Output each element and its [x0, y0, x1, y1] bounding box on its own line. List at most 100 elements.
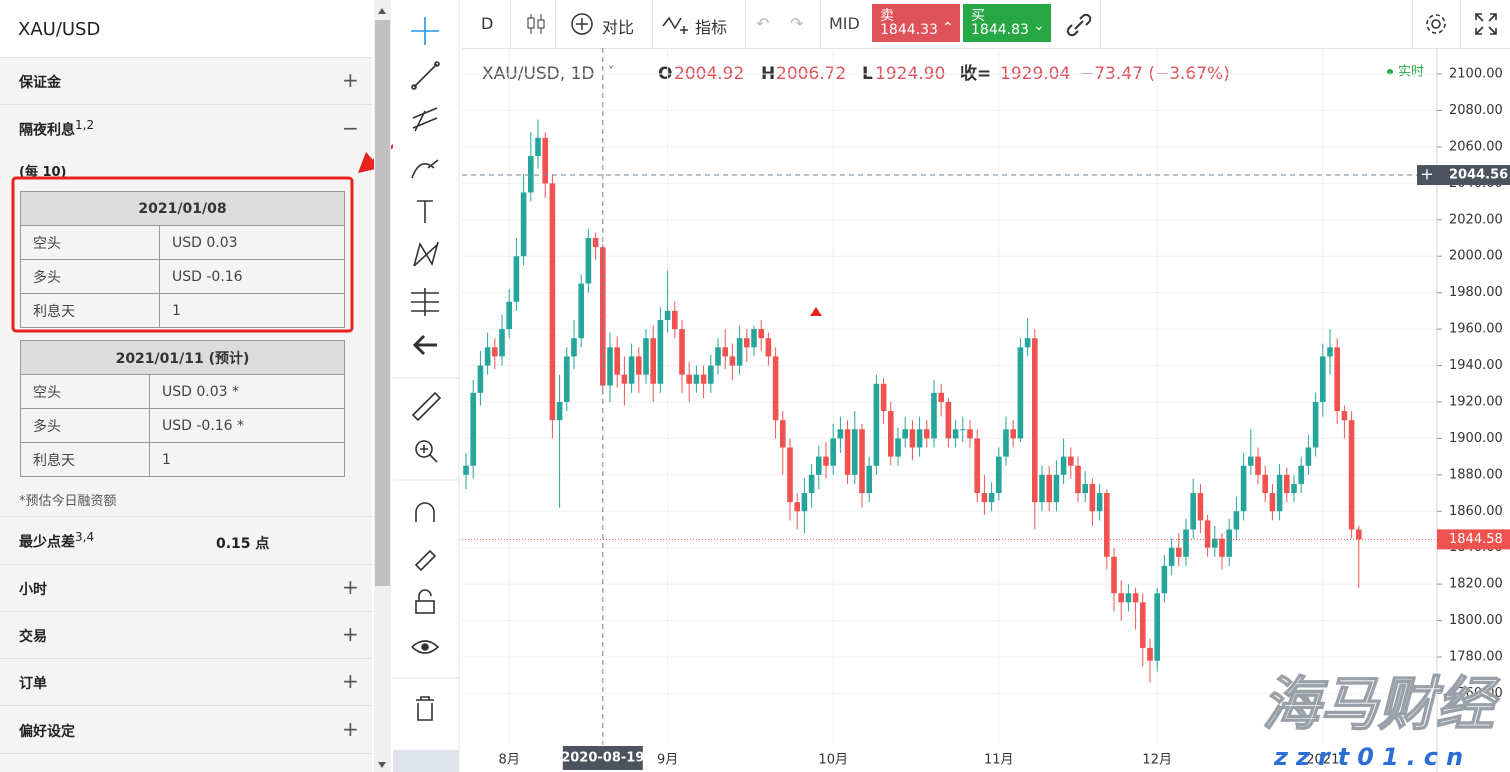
candle-body	[1039, 474, 1045, 503]
sell-button[interactable]: 卖 1844.33 ⌃	[872, 4, 960, 42]
candle-body	[988, 493, 995, 503]
candle-body	[686, 374, 692, 384]
label: 隔夜利息	[19, 122, 75, 139]
x-tick-label: 9月	[657, 753, 678, 768]
candle-body	[1125, 593, 1132, 603]
decor	[11, 0, 460, 772]
instrument-panel: XAU/USD 保证金 + 隔夜利息1,2 − (每 10) 2021/01/08…	[0, 0, 372, 772]
section[interactable]: 交易 +	[0, 611, 372, 659]
spread-label: 最少点差3,4	[19, 530, 94, 552]
candle-body	[1183, 529, 1189, 557]
candle-body	[945, 401, 952, 439]
section[interactable]: 偏好设定 +	[0, 706, 372, 754]
candle-body	[1024, 338, 1031, 348]
candle-body	[1219, 538, 1225, 557]
candle-body	[758, 329, 764, 339]
candle-body	[902, 429, 908, 439]
section-label[interactable]: 隔夜利息1,2	[19, 118, 94, 140]
scrollbar[interactable]	[375, 20, 390, 586]
y-tick-label: 1920.00	[1449, 394, 1503, 409]
price-type[interactable]: MID	[829, 14, 860, 33]
drawing-tools[interactable]	[411, 17, 442, 772]
y-tick-label: 1940.00	[1449, 358, 1503, 373]
candle-body	[1046, 474, 1052, 503]
candle-body	[492, 347, 498, 357]
cell: 多头	[20, 259, 160, 294]
y-tick-label: 2100.00	[1449, 67, 1503, 82]
candle-body	[1053, 474, 1060, 503]
candle-body	[693, 374, 700, 384]
candle-body	[700, 374, 707, 384]
candle-body	[542, 137, 548, 184]
candle-body	[1291, 483, 1297, 494]
section[interactable]: 订单 +	[0, 659, 372, 706]
interest-table: 2021/01/11 (预计) 空头 USD 0.03 * 多头 USD -0.16…	[20, 340, 345, 477]
section[interactable]: 小时 +	[0, 564, 372, 612]
candle-body	[960, 429, 966, 431]
title-row: XAU/USD	[0, 0, 372, 58]
candle-body	[1312, 401, 1319, 448]
cell: 利息天	[20, 442, 150, 477]
label: 最少点差	[19, 534, 75, 551]
candle-body	[859, 429, 865, 494]
candle-body	[1089, 483, 1096, 512]
candle-body	[679, 329, 685, 375]
interval[interactable]: D	[481, 14, 494, 33]
y-tick-label: 2020.00	[1449, 212, 1503, 227]
cell: USD -0.16 *	[149, 408, 345, 443]
buy-button[interactable]: 买 1844.83 ⌄	[963, 4, 1051, 42]
candle-body	[470, 392, 476, 466]
section[interactable]: 保证金 +	[0, 58, 372, 105]
indicators-button[interactable]: 指标	[695, 18, 728, 37]
y-tick-label: 1760.00	[1449, 686, 1503, 701]
crosshair-date-box	[562, 746, 643, 770]
price: 1844.83	[971, 22, 1029, 38]
candle-body	[1096, 493, 1103, 512]
legend-key: 收=	[960, 63, 991, 84]
candle-body	[1010, 429, 1016, 439]
candle-body	[844, 429, 851, 475]
y-tick-label: 2080.00	[1449, 103, 1503, 118]
candle-body	[772, 356, 779, 421]
note: *预估今日融资额	[19, 494, 117, 509]
candle-body	[880, 383, 887, 412]
section-label: 订单	[19, 676, 47, 692]
candle-body	[614, 347, 620, 375]
candle-body	[715, 347, 721, 366]
price: 1844.33	[880, 22, 938, 38]
candle-body	[852, 429, 858, 475]
candle-body	[1176, 547, 1182, 557]
grid	[462, 48, 1437, 745]
x-tick-label: 8月	[499, 753, 520, 768]
candle-body	[1341, 411, 1348, 421]
x-tick-label: 12月	[1142, 753, 1172, 768]
x-tick-label: 10月	[818, 753, 848, 768]
label: 买	[971, 8, 985, 24]
candle-body	[1132, 593, 1139, 603]
candle-body	[1248, 456, 1254, 466]
y-tick-label: 2060.00	[1449, 139, 1503, 154]
candle-body	[1255, 456, 1261, 475]
candle-body	[520, 192, 527, 257]
candle-body	[1075, 465, 1081, 494]
candle-body	[664, 310, 671, 320]
candle-body	[571, 338, 577, 357]
candle-body	[1320, 356, 1326, 402]
cell: 1	[149, 442, 345, 477]
cell: 空头	[20, 374, 150, 409]
candle-body	[895, 438, 901, 457]
candle-body	[981, 493, 988, 503]
y-tick-label: 1960.00	[1449, 322, 1503, 337]
y-tick-label: 2000.00	[1449, 249, 1503, 264]
compare-button[interactable]: 对比	[602, 18, 635, 37]
candle-body	[1276, 474, 1283, 512]
table-date: 2021/01/11 (预计)	[20, 340, 345, 375]
candle-body	[837, 429, 844, 439]
spread-value: 0.15 点	[216, 536, 270, 552]
candle-body	[873, 383, 880, 466]
candle-body	[672, 310, 678, 330]
candle-body	[1327, 347, 1333, 357]
candle-body	[1334, 347, 1340, 412]
candle-body	[1111, 556, 1117, 594]
